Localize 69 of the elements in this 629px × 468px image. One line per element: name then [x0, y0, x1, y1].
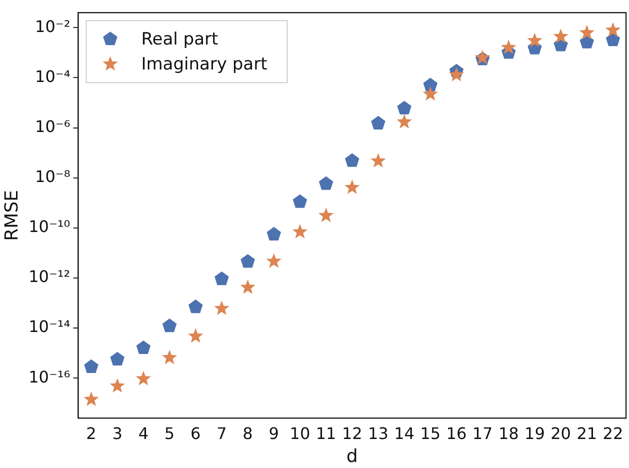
y-tick-label: 10⁻⁸ [35, 167, 70, 186]
x-tick-label: 5 [164, 424, 175, 443]
y-tick-label: 10⁻¹⁰ [28, 217, 70, 236]
x-tick-label: 8 [242, 424, 253, 443]
y-tick-label: 10⁻² [35, 16, 70, 36]
x-tick-label: 12 [342, 424, 362, 443]
point [240, 254, 255, 268]
x-tick-label: 11 [316, 424, 336, 443]
point [292, 194, 308, 208]
x-tick-label: 15 [420, 424, 441, 443]
point [188, 300, 203, 314]
point [396, 114, 412, 128]
x-tick-label: 18 [498, 424, 519, 443]
point [214, 300, 230, 316]
point [422, 86, 438, 101]
point [266, 226, 281, 240]
point [110, 378, 125, 393]
point [501, 40, 516, 54]
y-tick-label: 10⁻¹⁴ [28, 317, 70, 336]
x-tick-label: 17 [472, 424, 493, 443]
point [606, 32, 620, 46]
point [84, 391, 99, 406]
x-tick-label: 4 [138, 424, 149, 443]
x-tick-label: 22 [602, 424, 624, 443]
point [344, 153, 360, 167]
y-tick-label: 10⁻¹² [28, 267, 70, 286]
point [136, 370, 152, 386]
point [214, 272, 229, 286]
y-tick-label: 10⁻¹⁶ [28, 367, 70, 386]
x-tick-label: 7 [216, 424, 227, 443]
point [188, 328, 204, 343]
x-tick-label: 2 [86, 424, 96, 443]
legend-label: Imaginary part [141, 54, 268, 75]
point [423, 78, 438, 92]
x-tick-label: 6 [190, 424, 201, 443]
x-tick-label: 16 [446, 424, 467, 443]
y-tick-label: 10⁻⁴ [35, 66, 70, 86]
x-tick-label: 21 [576, 424, 598, 443]
x-tick-label: 10 [290, 424, 310, 443]
point [370, 153, 386, 168]
point [318, 176, 334, 190]
point [136, 340, 151, 354]
x-axis-title: d [346, 446, 358, 467]
point [579, 24, 594, 40]
point [240, 279, 256, 294]
y-axis-title: RMSE [1, 190, 22, 241]
x-tick-label: 13 [368, 424, 388, 443]
point [371, 116, 386, 130]
point [266, 253, 282, 268]
x-tick-label: 14 [394, 424, 414, 443]
x-tick-label: 20 [550, 424, 571, 443]
point [605, 22, 621, 37]
y-tick-label: 10⁻⁶ [35, 116, 70, 136]
point [527, 32, 542, 48]
point [162, 350, 178, 364]
point [318, 208, 334, 222]
point [84, 359, 98, 373]
point [580, 34, 594, 48]
point [553, 28, 568, 44]
legend-label: Real part [141, 30, 218, 50]
point [448, 66, 464, 82]
x-tick-label: 3 [112, 424, 122, 443]
point [292, 224, 308, 238]
x-tick-label: 19 [524, 424, 545, 443]
point [344, 180, 360, 194]
point [397, 100, 412, 114]
point [162, 318, 177, 332]
x-tick-label: 9 [268, 424, 279, 443]
point [110, 352, 124, 366]
